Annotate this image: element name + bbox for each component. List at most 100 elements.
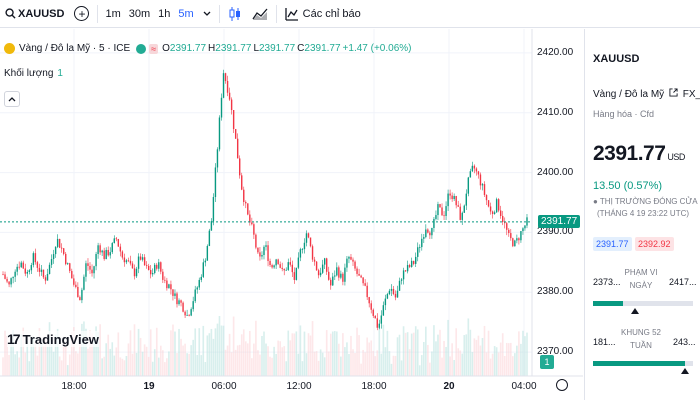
candle-body [32, 253, 35, 266]
symbol-search[interactable]: XAUUSD [0, 0, 69, 28]
interval-5m[interactable]: 5m [178, 7, 194, 20]
candle-body [125, 260, 128, 263]
candle-body [459, 206, 461, 220]
volume-bar [437, 334, 439, 376]
candle-body [447, 193, 449, 207]
candle-body [38, 267, 41, 272]
candle-body [121, 251, 124, 258]
candle-body [73, 278, 75, 285]
volume-bar [285, 361, 288, 376]
collapse-legend-button[interactable] [4, 91, 20, 107]
volume-bar [388, 351, 391, 376]
close-value: 2391.77 [304, 43, 341, 54]
volume-bar [406, 332, 409, 376]
chart-settings-icon[interactable] [556, 379, 568, 391]
candle-body [350, 256, 352, 260]
volume-bar [459, 350, 462, 376]
candle-body [435, 215, 437, 219]
candle-body [279, 264, 281, 268]
volume-bar [218, 316, 221, 376]
interval-30m[interactable]: 30m [128, 7, 151, 20]
legend-symbol-title[interactable]: Vàng / Đô la Mỹ · 5 · ICE [19, 43, 131, 54]
candle-body [226, 80, 229, 93]
volume-bar [338, 343, 340, 376]
candle-body [336, 267, 338, 276]
candle-body [192, 301, 194, 310]
volume-bar [155, 327, 158, 376]
volume-bar [283, 346, 286, 376]
volume-bar [483, 325, 486, 376]
candle-body [315, 261, 318, 271]
volume-bar [186, 353, 188, 376]
volume-bar [6, 335, 8, 376]
candle-body [164, 279, 166, 281]
candle-body [18, 266, 20, 268]
volume-bar [287, 330, 290, 376]
change-value: +1.47 (+0.06%) [342, 43, 412, 54]
interval-1m[interactable]: 1m [105, 7, 121, 20]
compare-symbol-button[interactable]: + [69, 0, 94, 28]
panel-symbol-name[interactable]: Vàng / Đô la Mỹ FX_IDC [593, 88, 700, 100]
candle-body [202, 262, 205, 277]
volume-bar [366, 337, 368, 376]
candle-body [412, 260, 415, 264]
volume-tag: 1 [540, 355, 554, 369]
volume-bar [453, 359, 455, 376]
chart-type-area-button[interactable] [247, 0, 273, 28]
candle-body [390, 288, 393, 291]
candle-body [10, 278, 12, 285]
volume-bar [445, 346, 447, 376]
candle-body [445, 206, 447, 216]
candle-body [372, 309, 374, 316]
volume-bar [109, 348, 112, 376]
indicators-button[interactable]: Các chỉ báo [280, 0, 366, 28]
volume-bar [449, 356, 451, 376]
volume-bar [18, 357, 21, 376]
candle-body [493, 212, 496, 214]
candle-body [206, 245, 209, 261]
symbol-details-panel: XAUUSD Vàng / Đô la Mỹ FX_IDC Hàng hóa ·… [584, 29, 700, 400]
volume-bar [295, 331, 298, 376]
volume-bar [162, 350, 164, 376]
interval-dropdown[interactable] [198, 0, 216, 28]
candle-body [417, 247, 419, 257]
price-tick-label: 2370.00 [537, 346, 574, 358]
volume-bar [242, 329, 245, 376]
volume-bar [188, 353, 190, 376]
candle-body [346, 258, 348, 268]
ask-price: 2392.92 [635, 237, 674, 251]
volume-bar [394, 355, 397, 376]
volume-bar [507, 343, 510, 376]
candle-body [174, 293, 176, 296]
candle-body [423, 237, 425, 239]
volume-bar [439, 329, 441, 376]
volume-bar [137, 328, 140, 376]
volume-bar [81, 323, 83, 376]
volume-bar [194, 328, 197, 376]
candle-body [196, 287, 198, 290]
candle-body [204, 260, 207, 263]
price-tick-label: 2400.00 [537, 166, 574, 178]
open-value: 2391.77 [169, 43, 207, 54]
volume-bar [4, 330, 6, 376]
low-label: L [253, 43, 259, 54]
panel-symbol: XAUUSD [593, 53, 640, 65]
volume-bar [54, 334, 57, 376]
volume-bar [141, 351, 144, 376]
candle-body [239, 158, 241, 176]
volume-bar [143, 344, 146, 376]
volume-bar [281, 347, 284, 376]
candle-body [69, 263, 71, 271]
volume-bar [380, 353, 383, 376]
market-status: ● THỊ TRƯỜNG ĐÓNG CỬA [593, 197, 698, 206]
candle-body [54, 246, 57, 255]
price-chart[interactable] [0, 29, 583, 400]
interval-1h[interactable]: 1h [158, 7, 171, 20]
tradingview-logo[interactable]: 17 TradingView [7, 331, 99, 347]
volume-legend[interactable]: Khối lượng 1 [4, 68, 63, 79]
chart-type-candles-button[interactable] [223, 0, 247, 28]
volume-bar [457, 348, 460, 376]
candle-body [4, 274, 6, 279]
volume-bar [10, 342, 12, 376]
volume-bar [151, 361, 154, 376]
